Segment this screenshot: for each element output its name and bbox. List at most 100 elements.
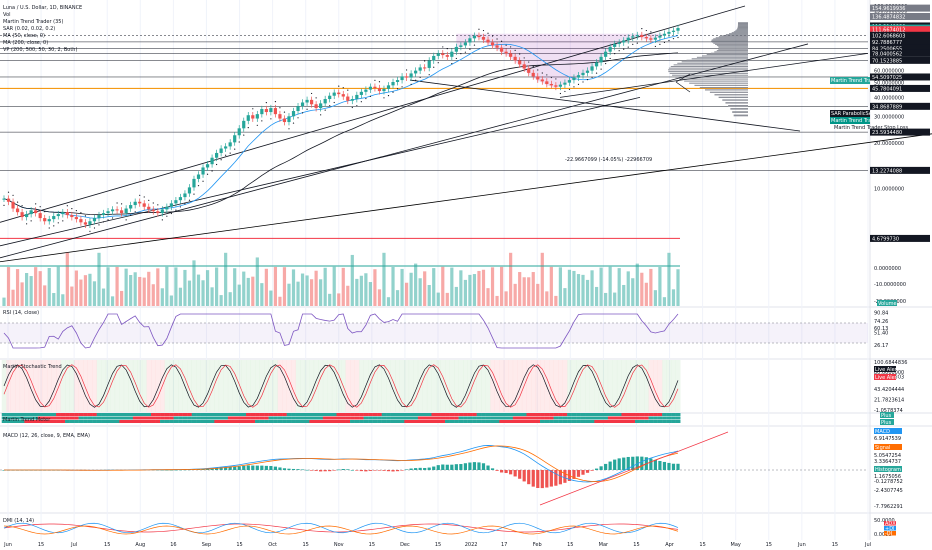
candle[interactable] — [531, 72, 535, 77]
candle[interactable] — [192, 178, 196, 188]
candle[interactable] — [400, 76, 404, 81]
candle[interactable] — [115, 209, 119, 211]
candle[interactable] — [373, 86, 377, 89]
candle[interactable] — [210, 157, 214, 165]
candle[interactable] — [296, 106, 300, 112]
candle[interactable] — [160, 209, 164, 214]
candle[interactable] — [445, 55, 449, 57]
candle[interactable] — [319, 103, 323, 109]
candle[interactable] — [613, 43, 617, 47]
candle[interactable] — [346, 96, 350, 101]
candle[interactable] — [196, 174, 201, 179]
candle[interactable] — [332, 92, 336, 96]
candle[interactable] — [228, 142, 232, 147]
candle[interactable] — [341, 94, 345, 97]
candle[interactable] — [499, 47, 504, 52]
candle[interactable] — [468, 38, 472, 43]
candle[interactable] — [133, 201, 137, 206]
candle[interactable] — [15, 208, 20, 213]
candle[interactable] — [427, 60, 431, 68]
candle[interactable] — [414, 70, 418, 74]
live-alert-badge[interactable] — [830, 77, 870, 84]
candle[interactable] — [608, 46, 612, 52]
candle[interactable] — [25, 214, 29, 218]
candle[interactable] — [486, 39, 490, 43]
candle[interactable] — [418, 67, 422, 71]
candle[interactable] — [169, 203, 173, 207]
candle[interactable] — [549, 83, 553, 86]
dmi-pane[interactable] — [3, 522, 679, 535]
candle[interactable] — [70, 215, 74, 218]
candle[interactable] — [640, 35, 644, 37]
candle[interactable] — [382, 88, 386, 92]
candle[interactable] — [441, 53, 445, 56]
candle[interactable] — [174, 200, 178, 204]
candle[interactable] — [264, 109, 268, 113]
candle[interactable] — [631, 36, 635, 38]
candle[interactable] — [472, 35, 477, 39]
candle[interactable] — [205, 164, 210, 168]
candle[interactable] — [52, 216, 56, 220]
candle[interactable] — [314, 104, 318, 109]
candle[interactable] — [653, 37, 657, 40]
candle[interactable] — [676, 28, 680, 31]
price-tag[interactable] — [870, 31, 930, 39]
candle[interactable] — [20, 212, 24, 218]
candle[interactable] — [74, 217, 78, 220]
candle[interactable] — [355, 94, 359, 100]
candle[interactable] — [178, 197, 183, 201]
candle[interactable] — [92, 218, 97, 222]
candle[interactable] — [377, 88, 382, 92]
candle[interactable] — [215, 152, 219, 158]
candle[interactable] — [38, 213, 42, 219]
candle[interactable] — [572, 77, 576, 81]
candle[interactable] — [540, 79, 544, 82]
stochastic-pane[interactable] — [1, 360, 681, 412]
candle[interactable] — [47, 219, 51, 222]
candle[interactable] — [273, 108, 278, 115]
candle[interactable] — [504, 51, 508, 54]
candle[interactable] — [219, 148, 223, 153]
candle[interactable] — [97, 215, 101, 219]
candle[interactable] — [558, 84, 562, 87]
candle[interactable] — [671, 30, 676, 32]
candle[interactable] — [395, 80, 400, 82]
candle[interactable] — [622, 40, 626, 43]
candle[interactable] — [590, 66, 594, 71]
candle[interactable] — [282, 118, 287, 123]
price-tag[interactable] — [870, 12, 930, 20]
candle[interactable] — [65, 212, 69, 216]
rsi-pane[interactable] — [0, 313, 868, 349]
candle[interactable] — [29, 210, 33, 215]
candle[interactable] — [165, 206, 169, 210]
candle[interactable] — [101, 213, 106, 216]
candle[interactable] — [156, 211, 160, 214]
price-tag[interactable] — [870, 56, 930, 64]
candle[interactable] — [83, 222, 88, 225]
candle[interactable] — [201, 167, 205, 175]
candle[interactable] — [545, 81, 549, 84]
candle[interactable] — [386, 85, 391, 89]
candle[interactable] — [183, 193, 187, 198]
candle[interactable] — [594, 62, 599, 67]
candle[interactable] — [88, 221, 92, 225]
candle[interactable] — [495, 45, 499, 48]
candle[interactable] — [287, 116, 291, 123]
candle[interactable] — [563, 82, 567, 85]
candle[interactable] — [6, 198, 11, 202]
candle[interactable] — [61, 212, 65, 215]
price-tag[interactable] — [870, 4, 930, 12]
candle[interactable] — [490, 42, 495, 46]
candle[interactable] — [509, 53, 513, 57]
candle[interactable] — [567, 80, 572, 83]
candle[interactable] — [359, 91, 363, 95]
candle[interactable] — [151, 209, 155, 212]
candle[interactable] — [233, 135, 237, 143]
candle[interactable] — [129, 205, 133, 209]
candle[interactable] — [328, 95, 332, 100]
candle[interactable] — [554, 85, 558, 87]
candle[interactable] — [463, 42, 467, 46]
candle[interactable] — [43, 218, 47, 222]
candle[interactable] — [110, 209, 115, 212]
candle[interactable] — [536, 76, 540, 80]
